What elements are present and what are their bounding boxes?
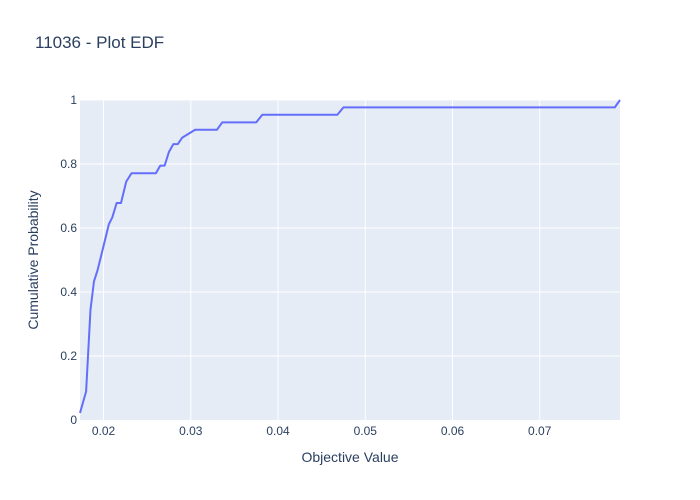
y-tick-label: 0.2 bbox=[60, 349, 77, 363]
x-axis-title: Objective Value bbox=[301, 449, 398, 465]
y-tick-label: 0.8 bbox=[60, 157, 77, 171]
x-tick-label: 0.02 bbox=[92, 424, 116, 438]
x-tick-label: 0.06 bbox=[441, 424, 465, 438]
y-tick-label: 0 bbox=[70, 413, 77, 427]
y-tick-label: 0.6 bbox=[60, 221, 77, 235]
series-layer bbox=[79, 99, 621, 414]
edf-line bbox=[79, 99, 621, 414]
plot-area bbox=[80, 100, 620, 420]
x-tick-label: 0.07 bbox=[528, 424, 552, 438]
y-axis-title: Cumulative Probability bbox=[25, 190, 41, 329]
y-tick-label: 0.4 bbox=[60, 285, 77, 299]
x-tick-label: 0.03 bbox=[179, 424, 203, 438]
grid-lines bbox=[80, 99, 620, 420]
x-tick-label: 0.05 bbox=[354, 424, 378, 438]
tick-labels: 0.02 0.03 0.04 0.05 0.06 0.07 0 0.2 0.4 0.6 0.8 1 bbox=[60, 93, 551, 438]
y-tick-label: 1 bbox=[70, 93, 77, 107]
chart-title: 11036 - Plot EDF bbox=[35, 33, 165, 52]
x-tick-label: 0.04 bbox=[266, 424, 290, 438]
